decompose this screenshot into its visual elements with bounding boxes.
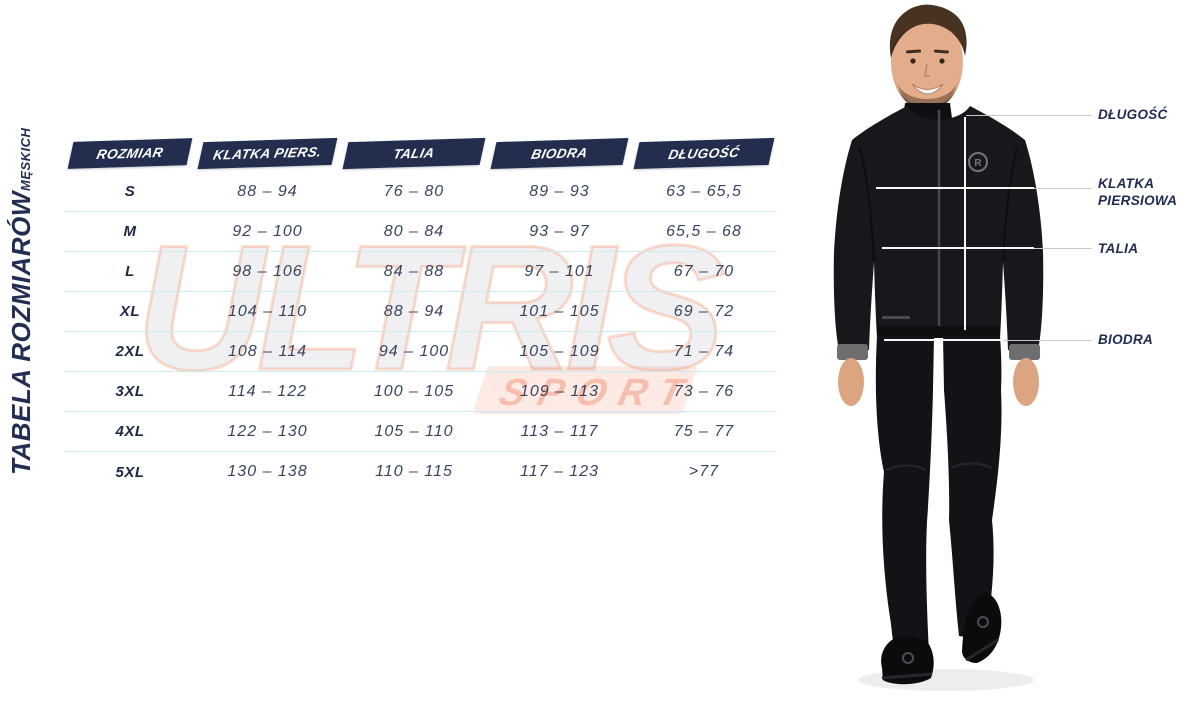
length-cell: 63 – 65,5 [666, 182, 742, 200]
label-waist: TALIA [1098, 241, 1139, 256]
table-body: S 88 – 94 76 – 80 89 – 93 63 – 65,5 M 92… [65, 172, 777, 492]
length-cell: 69 – 72 [673, 302, 735, 320]
chest-cell: 114 – 122 [228, 382, 307, 400]
waist-cell: 94 – 100 [378, 342, 450, 360]
header-chest: KLATKA PIERS. [197, 137, 338, 170]
length-cell: 75 – 77 [673, 422, 735, 440]
page-title-vertical: TABELA ROZMIARÓW MĘSKICH [6, 127, 37, 474]
hips-line [884, 339, 1004, 341]
hips-cell: 101 – 105 [519, 302, 600, 320]
size-cell: S [124, 183, 136, 200]
model-illustration: R [833, 4, 1044, 691]
chest-cell: 88 – 94 [237, 182, 298, 200]
label-length: DŁUGOŚĆ [1098, 107, 1168, 122]
table-header-row: ROZMIAR KLATKA PIERS. TALIA BIODRA DŁUGO… [65, 137, 777, 170]
table-row: M 92 – 100 80 – 84 93 – 97 65,5 – 68 [65, 212, 777, 252]
table-row: S 88 – 94 76 – 80 89 – 93 63 – 65,5 [65, 172, 777, 212]
table-row: 2XL 108 – 114 94 – 100 105 – 109 71 – 74 [65, 332, 777, 372]
hips-cell: 89 – 93 [529, 182, 590, 200]
chest-cell: 92 – 100 [232, 222, 303, 240]
waist-cell: 76 – 80 [383, 182, 445, 200]
table-row: 4XL 122 – 130 105 – 110 113 – 117 75 – 7… [65, 412, 777, 452]
hips-leader-line [1004, 340, 1092, 341]
table-row: XL 104 – 110 88 – 94 101 – 105 69 – 72 [65, 292, 777, 332]
length-cell: 67 – 70 [673, 262, 735, 280]
page-title-sub: MĘSKICH [18, 127, 33, 191]
table-row: 5XL 130 – 138 110 – 115 117 – 123 >77 [65, 452, 777, 492]
length-cell: 71 – 74 [673, 342, 735, 360]
waist-cell: 110 – 115 [375, 463, 453, 480]
hips-cell: 105 – 109 [519, 342, 600, 360]
header-length: DŁUGOŚĆ [633, 137, 775, 170]
waist-leader-line [1034, 248, 1092, 249]
length-leader-line [966, 115, 1092, 116]
size-cell: 5XL [115, 463, 145, 481]
size-cell: 2XL [115, 343, 145, 360]
hips-cell: 109 – 113 [520, 382, 599, 400]
size-cell: 3XL [115, 383, 145, 400]
chest-cell: 122 – 130 [227, 422, 308, 440]
size-cell: 4XL [115, 423, 145, 440]
watermark-brand-text: ULTRIS [135, 208, 728, 407]
size-cell: L [125, 263, 135, 280]
page-title-main: TABELA ROZMIARÓW [6, 190, 36, 475]
length-cell: 65,5 – 68 [666, 222, 742, 240]
waist-cell: 80 – 84 [383, 222, 445, 240]
waist-cell: 88 – 94 [383, 302, 445, 320]
chest-leader-line [1034, 188, 1092, 189]
length-vertical-line [964, 117, 966, 330]
waist-line [882, 247, 1034, 249]
length-cell: >77 [688, 463, 720, 480]
waist-cell: 84 – 88 [383, 262, 445, 280]
chest-logo-letter: R [974, 158, 982, 169]
header-hips: BIODRA [490, 137, 629, 170]
header-waist: TALIA [342, 137, 486, 170]
hips-cell: 113 – 117 [520, 422, 599, 440]
chest-cell: 130 – 138 [227, 463, 308, 480]
chest-cell: 108 – 114 [228, 342, 307, 360]
size-cell: XL [119, 303, 141, 320]
label-chest: KLATKA PIERSIOWA [1098, 176, 1178, 208]
waist-cell: 100 – 105 [373, 382, 455, 400]
header-size: ROZMIAR [67, 138, 193, 169]
table-row: 3XL 114 – 122 100 – 105 109 – 113 73 – 7… [65, 372, 777, 412]
label-hips: BIODRA [1098, 332, 1154, 347]
size-cell: M [123, 223, 137, 240]
hips-cell: 93 – 97 [529, 222, 590, 240]
model-figure: R [820, 0, 1060, 700]
waist-cell: 105 – 110 [374, 422, 454, 440]
chest-cell: 104 – 110 [228, 302, 307, 320]
chest-line [876, 187, 1034, 189]
chest-cell: 98 – 106 [232, 262, 303, 280]
chest-logo: R [968, 152, 988, 172]
length-cell: 73 – 76 [673, 382, 735, 400]
size-table: ROZMIAR KLATKA PIERS. TALIA BIODRA DŁUGO… [65, 137, 777, 492]
hips-cell: 97 – 101 [524, 262, 595, 280]
table-row: L 98 – 106 84 – 88 97 – 101 67 – 70 [65, 252, 777, 292]
hips-cell: 117 – 123 [520, 463, 599, 480]
